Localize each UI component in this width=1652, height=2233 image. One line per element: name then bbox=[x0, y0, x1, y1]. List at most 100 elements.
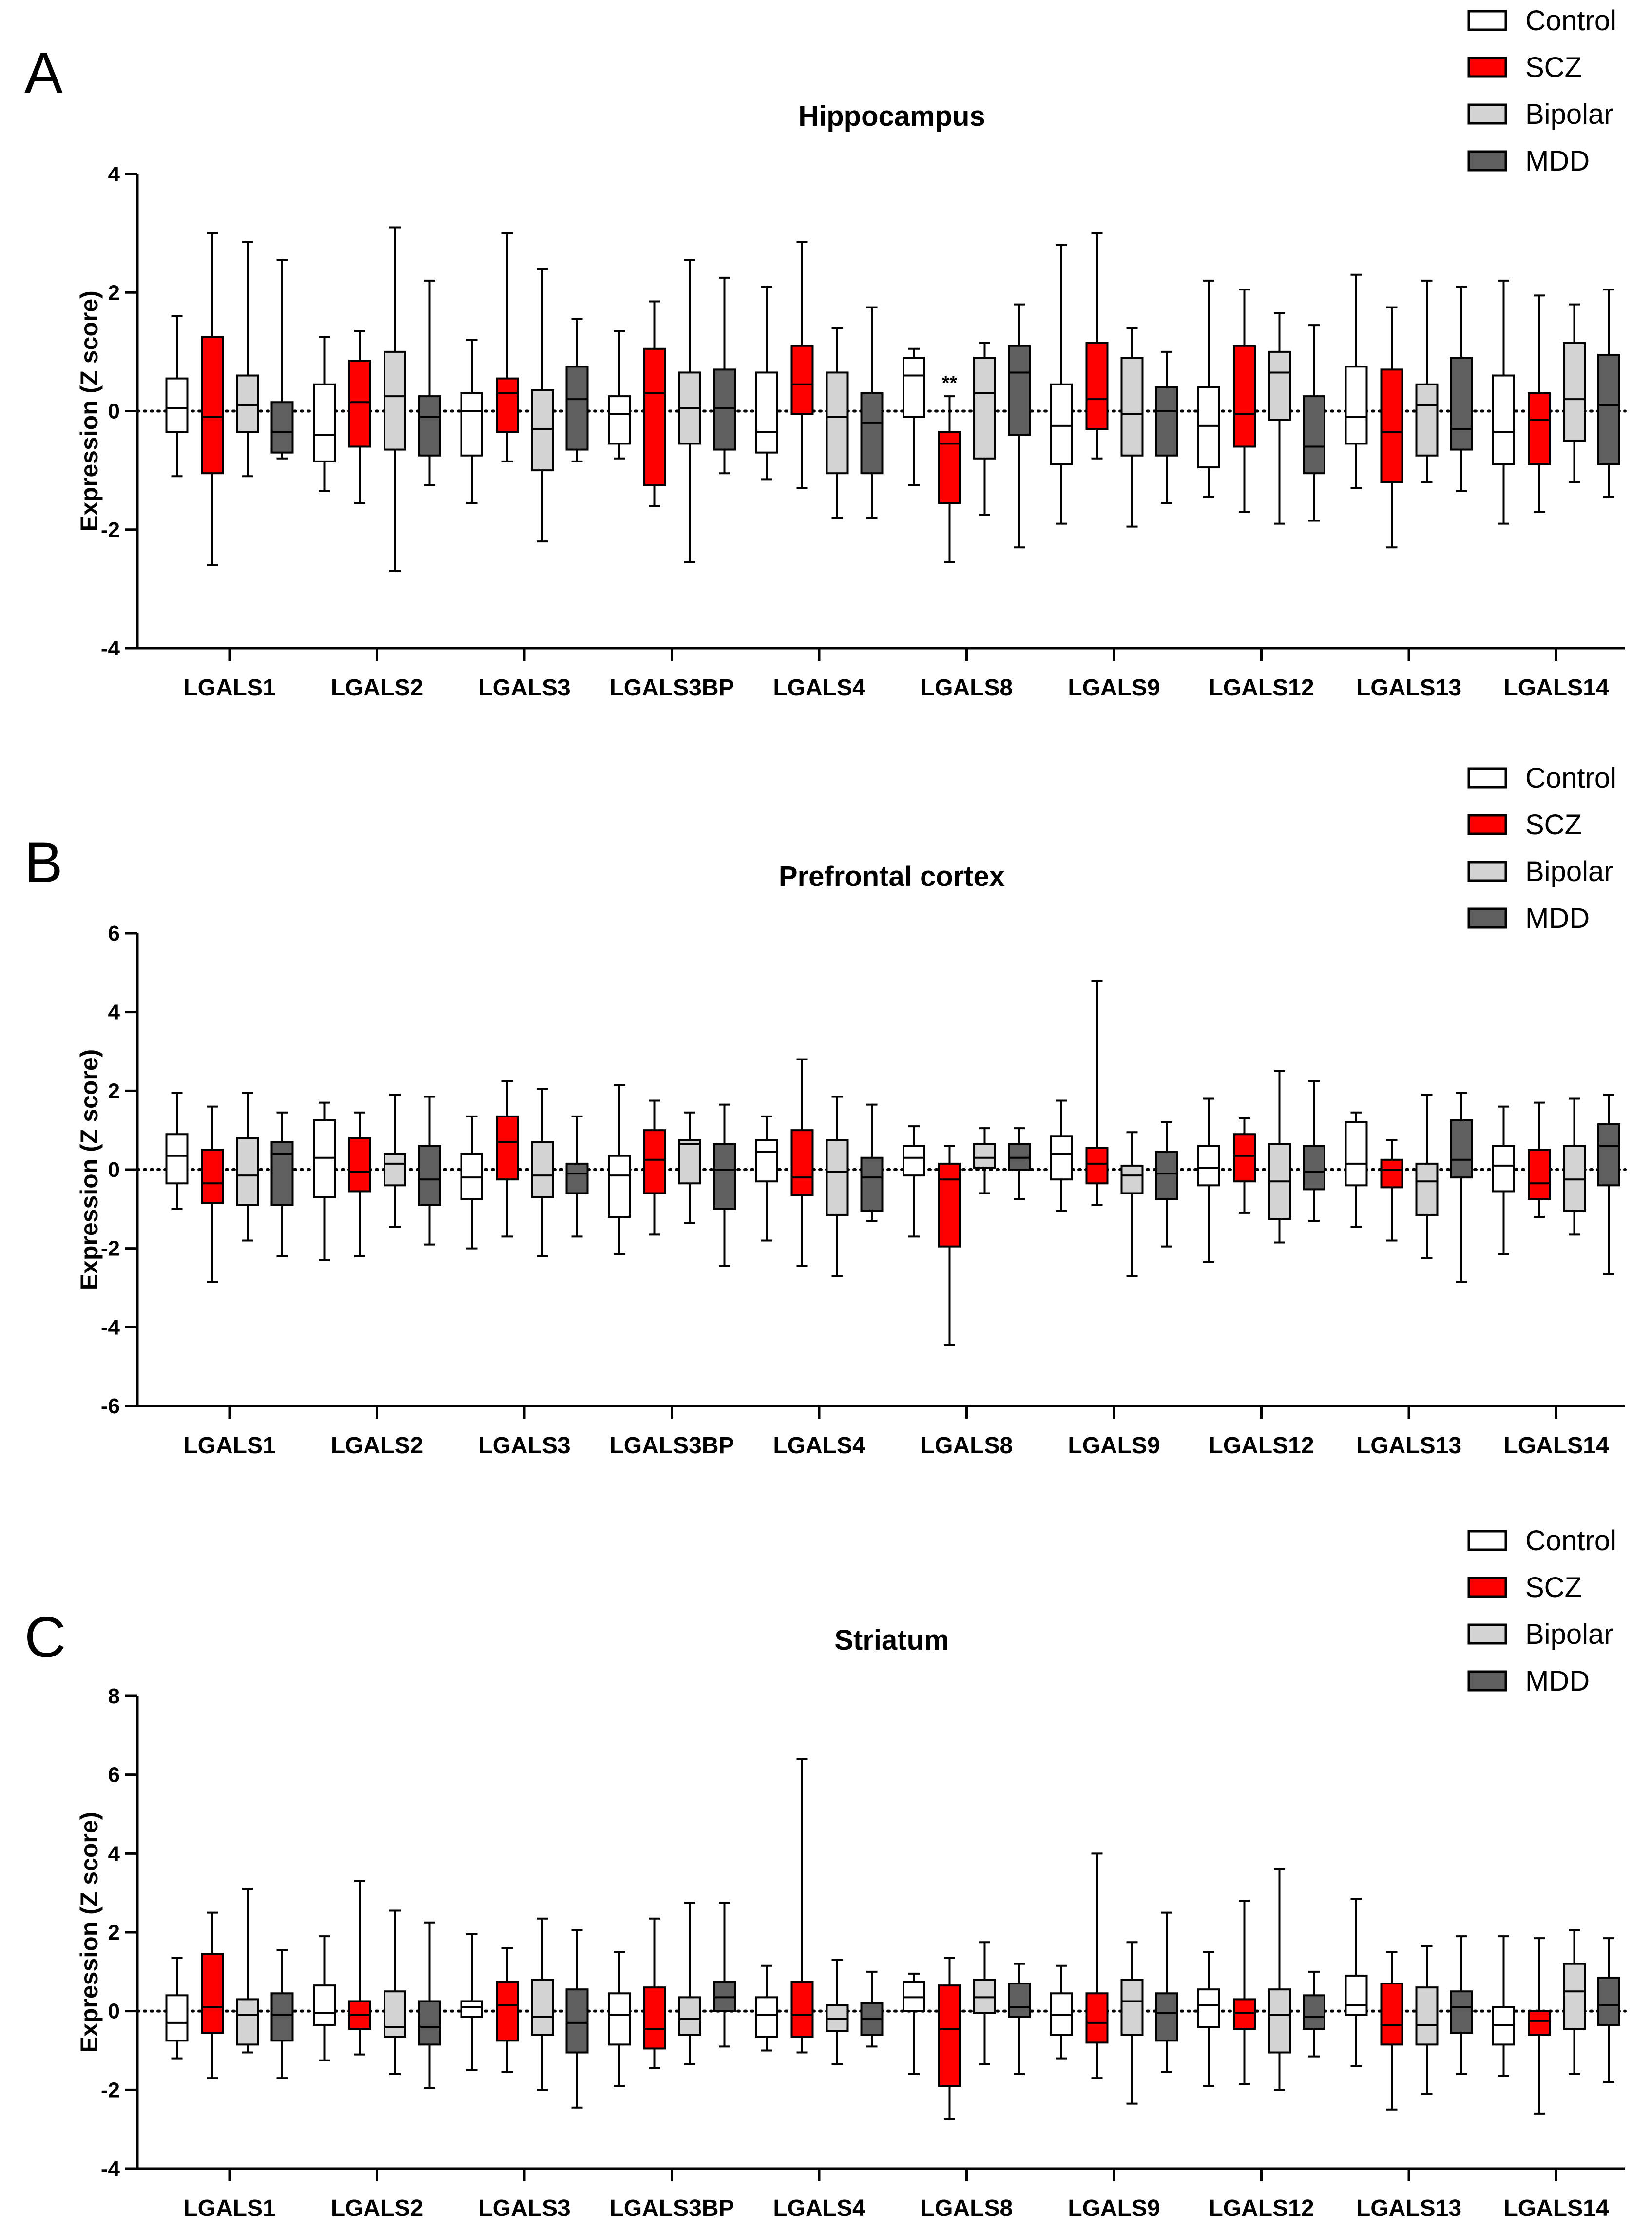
box-iqr bbox=[418, 2000, 441, 2046]
box-lgals13-bipolar bbox=[1415, 1945, 1439, 2095]
box-lgals2-control bbox=[313, 1101, 336, 1261]
box-iqr bbox=[1380, 1983, 1403, 2046]
box-lgals8-control bbox=[903, 1972, 925, 2075]
box-iqr bbox=[643, 1986, 666, 2050]
box-iqr bbox=[678, 1996, 701, 2036]
x-tick-label-lgals8: LGALS8 bbox=[921, 2195, 1013, 2221]
x-tick-label-lgals2: LGALS2 bbox=[331, 675, 423, 701]
box-iqr bbox=[790, 1981, 814, 2038]
box-lgals4-scz bbox=[790, 1758, 814, 2054]
y-axis: -4 -2 0 2 4 Expression (Z score) bbox=[76, 162, 139, 660]
box-lgals1-mdd bbox=[270, 1949, 294, 2079]
box-lgals14-control bbox=[1492, 1105, 1515, 1255]
box-lgals3-scz bbox=[496, 1080, 519, 1238]
box-lgals12-scz bbox=[1233, 1900, 1256, 2085]
x-tick-label-lgals12: LGALS12 bbox=[1209, 2195, 1314, 2221]
box-iqr bbox=[1050, 1135, 1073, 1181]
box-lgals12-scz bbox=[1233, 289, 1256, 513]
box-iqr bbox=[1415, 383, 1439, 457]
x-tick-label-lgals4: LGALS4 bbox=[773, 1433, 865, 1459]
box-lgals4-mdd bbox=[860, 1103, 884, 1222]
box-lgals2-control bbox=[313, 336, 336, 492]
legend-label-mdd: MDD bbox=[1525, 903, 1590, 934]
y-tick-label: 2 bbox=[108, 1921, 120, 1944]
panel-c: C Striatum Control SCZ Bipolar MDD -4 -2 0 2 4 6 8 Ex… bbox=[24, 1525, 1627, 2221]
box-iqr bbox=[1155, 1992, 1178, 2042]
box-iqr bbox=[1120, 357, 1144, 457]
y-tick-label: 4 bbox=[108, 1001, 120, 1024]
box-lgals3-mdd bbox=[565, 1929, 589, 2109]
y-tick-label: 0 bbox=[108, 2000, 120, 2023]
box-iqr bbox=[1120, 1164, 1144, 1194]
box-iqr bbox=[236, 374, 259, 433]
box-iqr bbox=[755, 371, 778, 454]
box-lgals3bp-mdd bbox=[713, 1103, 736, 1268]
box-lgals3-scz bbox=[496, 232, 519, 462]
legend-label-bipolar: Bipolar bbox=[1525, 856, 1614, 887]
box-lgals4-mdd bbox=[860, 306, 884, 519]
box-lgals4-scz bbox=[790, 1058, 814, 1268]
box-lgals3-control bbox=[460, 1933, 483, 2071]
box-lgals3-bipolar bbox=[531, 1917, 554, 2091]
box-iqr bbox=[755, 1139, 778, 1183]
box-lgals9-scz bbox=[1085, 232, 1109, 460]
box-lgals3bp-mdd bbox=[713, 1902, 736, 2048]
box-iqr bbox=[903, 1981, 925, 2012]
box-iqr bbox=[460, 2000, 483, 2018]
box-iqr bbox=[565, 1162, 589, 1194]
box-iqr bbox=[1597, 1976, 1620, 2026]
box-iqr bbox=[608, 1155, 631, 1218]
y-tick-label: 8 bbox=[108, 1684, 120, 1708]
box-iqr bbox=[1450, 357, 1473, 451]
x-tick-label-lgals8: LGALS8 bbox=[921, 1433, 1013, 1459]
y-tick-label: -2 bbox=[101, 2078, 120, 2102]
box-iqr bbox=[826, 2004, 849, 2032]
box-lgals12-mdd bbox=[1303, 1080, 1325, 1222]
box-iqr bbox=[1563, 342, 1586, 442]
box-iqr bbox=[270, 1992, 294, 2042]
legend-swatch-mdd bbox=[1467, 1670, 1507, 1692]
box-lgals2-scz bbox=[348, 330, 371, 504]
box-lgals4-mdd bbox=[860, 1970, 884, 2048]
box-lgals1-control bbox=[165, 1092, 189, 1210]
box-lgals4-bipolar bbox=[826, 1959, 849, 2065]
box-lgals3bp-bipolar bbox=[678, 259, 701, 563]
legend-swatch-control bbox=[1467, 767, 1507, 789]
box-iqr bbox=[1233, 1998, 1256, 2030]
box-lgals4-control bbox=[755, 1115, 778, 1242]
x-axis: LGALS1 LGALS2 LGALS3 LGALS3BP LGALS4 LGALS8 LG… bbox=[137, 1405, 1625, 1459]
box-lgals13-scz bbox=[1380, 1951, 1403, 2111]
box-iqr bbox=[938, 1984, 961, 2087]
box-lgals3bp-scz bbox=[643, 1099, 666, 1236]
box-lgals14-scz bbox=[1528, 294, 1551, 513]
legend-swatch-bipolar bbox=[1467, 861, 1507, 882]
legend-label-control: Control bbox=[1525, 1525, 1616, 1557]
box-iqr bbox=[973, 1979, 996, 2014]
box-lgals12-bipolar bbox=[1268, 312, 1291, 525]
box-iqr bbox=[460, 392, 483, 457]
box-plots bbox=[165, 980, 1620, 1346]
box-iqr bbox=[384, 1153, 406, 1187]
chart-title: Striatum bbox=[834, 1624, 949, 1656]
box-lgals8-mdd bbox=[1008, 303, 1031, 549]
box-iqr bbox=[531, 389, 554, 472]
box-iqr bbox=[643, 1129, 666, 1194]
y-tick-label: 0 bbox=[108, 400, 120, 424]
y-tick-label: -2 bbox=[101, 1237, 120, 1261]
legend-label-mdd: MDD bbox=[1525, 1665, 1590, 1697]
box-lgals3-scz bbox=[496, 1947, 519, 2073]
box-iqr bbox=[1008, 1143, 1031, 1171]
box-lgals3-bipolar bbox=[531, 1088, 554, 1257]
box-iqr bbox=[1492, 374, 1515, 465]
box-lgals8-mdd bbox=[1008, 1963, 1031, 2075]
box-iqr bbox=[384, 1990, 406, 2038]
box-iqr bbox=[1197, 1145, 1220, 1187]
box-lgals8-control bbox=[903, 347, 925, 486]
x-tick-label-lgals3bp: LGALS3BP bbox=[609, 1433, 734, 1459]
box-lgals9-control bbox=[1050, 1964, 1073, 2060]
x-tick-label-lgals8: LGALS8 bbox=[921, 675, 1013, 701]
legend-swatch-bipolar bbox=[1467, 1623, 1507, 1645]
legend-swatch-control bbox=[1467, 1530, 1507, 1551]
box-lgals1-scz bbox=[201, 1911, 224, 2079]
box-iqr bbox=[1597, 1123, 1620, 1187]
